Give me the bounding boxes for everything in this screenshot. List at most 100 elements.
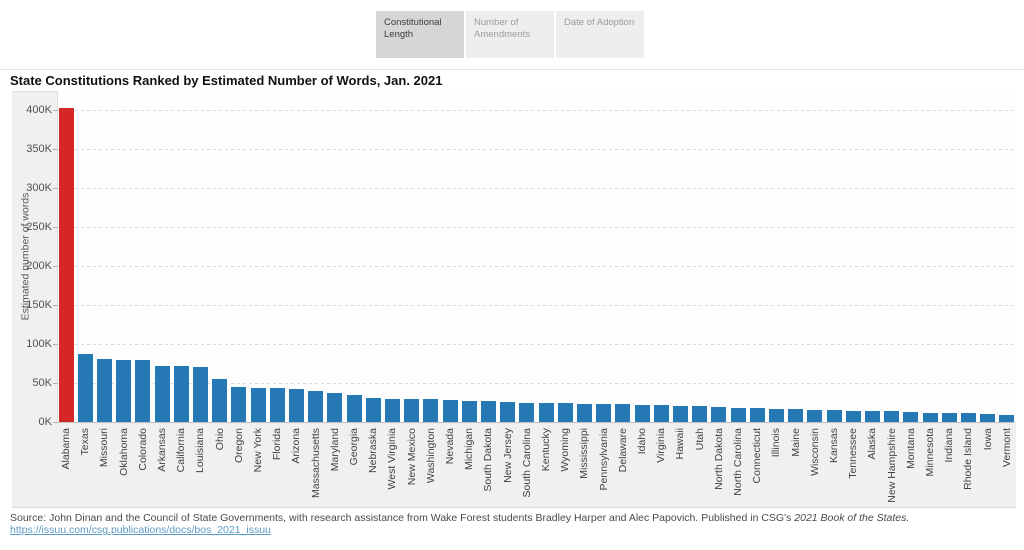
x-label-wisconsin: Wisconsin <box>808 428 821 476</box>
bar-west-virginia[interactable] <box>384 398 400 422</box>
bar-oklahoma[interactable] <box>116 359 132 422</box>
tab-date-of-adoption[interactable]: Date of Adoption <box>556 11 644 58</box>
x-label-tennessee: Tennessee <box>847 428 860 479</box>
bar-georgia[interactable] <box>346 394 362 422</box>
y-tick-mark <box>53 188 57 189</box>
bar-missouri[interactable] <box>96 358 112 422</box>
bar-maryland[interactable] <box>327 393 343 422</box>
bar-north-dakota[interactable] <box>711 407 727 422</box>
divider <box>0 69 1024 70</box>
y-tick-label-300K: 300K <box>26 182 52 194</box>
x-label-south-dakota: South Dakota <box>482 428 495 492</box>
y-tick-mark <box>53 422 57 423</box>
bar-vermont[interactable] <box>999 415 1015 422</box>
y-tick-mark <box>53 110 57 111</box>
bar-mississippi[interactable] <box>576 403 592 422</box>
bar-north-carolina[interactable] <box>730 407 746 422</box>
gridline-200K <box>57 266 1015 267</box>
x-label-new-jersey: New Jersey <box>501 428 514 483</box>
x-label-utah: Utah <box>693 428 706 451</box>
bar-new-mexico[interactable] <box>404 398 420 422</box>
bar-massachusetts[interactable] <box>308 390 324 422</box>
bar-wisconsin[interactable] <box>807 409 823 422</box>
chart-title: State Constitutions Ranked by Estimated … <box>10 73 443 88</box>
bar-kansas[interactable] <box>826 410 842 422</box>
bar-connecticut[interactable] <box>749 408 765 422</box>
bar-iowa[interactable] <box>980 413 996 422</box>
x-label-rhode-island: Rhode Island <box>962 428 975 490</box>
bar-tennessee[interactable] <box>845 410 861 422</box>
bar-south-carolina[interactable] <box>519 402 535 422</box>
bar-idaho[interactable] <box>634 404 650 422</box>
bar-nevada[interactable] <box>442 399 458 422</box>
bar-south-dakota[interactable] <box>480 401 496 422</box>
bar-california[interactable] <box>173 366 189 422</box>
bar-kentucky[interactable] <box>538 402 554 422</box>
bar-wyoming[interactable] <box>557 403 573 422</box>
bar-texas[interactable] <box>77 354 93 422</box>
x-label-maine: Maine <box>789 428 802 457</box>
x-label-california: California <box>175 428 188 473</box>
bar-oregon[interactable] <box>231 386 247 422</box>
y-tick-label-350K: 350K <box>26 143 52 155</box>
bar-delaware[interactable] <box>615 404 631 422</box>
bar-montana[interactable] <box>903 411 919 422</box>
bar-minnesota[interactable] <box>922 412 938 422</box>
tab-number-of-amendments[interactable]: Number of Amendments <box>466 11 554 58</box>
y-tick-label-150K: 150K <box>26 299 52 311</box>
y-tick-label-400K: 400K <box>26 104 52 116</box>
bar-alaska[interactable] <box>864 411 880 422</box>
x-label-vermont: Vermont <box>1000 428 1013 468</box>
bar-illinois[interactable] <box>768 408 784 422</box>
bar-rhode-island[interactable] <box>960 413 976 422</box>
bar-arkansas[interactable] <box>154 365 170 422</box>
x-label-virginia: Virginia <box>655 428 668 463</box>
bar-new-jersey[interactable] <box>500 402 516 422</box>
bar-michigan[interactable] <box>461 400 477 422</box>
y-tick-mark <box>53 344 57 345</box>
bar-indiana[interactable] <box>941 413 957 422</box>
bar-new-york[interactable] <box>250 387 266 422</box>
x-label-michigan: Michigan <box>463 428 476 471</box>
x-label-massachusetts: Massachusetts <box>309 428 322 499</box>
bar-virginia[interactable] <box>653 405 669 422</box>
x-label-indiana: Indiana <box>943 428 956 463</box>
bar-washington[interactable] <box>423 399 439 422</box>
source-text: Source: John Dinan and the Council of St… <box>10 512 795 524</box>
bar-pennsylvania[interactable] <box>596 404 612 422</box>
gridline-100K <box>57 344 1015 345</box>
bar-hawaii[interactable] <box>672 405 688 422</box>
x-label-pennsylvania: Pennsylvania <box>597 428 610 491</box>
gridline-150K <box>57 305 1015 306</box>
x-label-illinois: Illinois <box>770 428 783 458</box>
x-label-kansas: Kansas <box>828 428 840 464</box>
x-label-new-mexico: New Mexico <box>405 428 418 486</box>
bar-colorado[interactable] <box>135 360 151 422</box>
bar-florida[interactable] <box>269 388 285 422</box>
x-label-oklahoma: Oklahoma <box>117 428 130 476</box>
y-tick-label-200K: 200K <box>26 260 52 272</box>
bar-ohio[interactable] <box>212 379 228 422</box>
gridline-250K <box>57 227 1015 228</box>
tab-constitutional-length[interactable]: Constitutional Length <box>376 11 464 58</box>
y-tick-mark <box>53 305 57 306</box>
bar-nebraska[interactable] <box>365 397 381 422</box>
x-label-new-york: New York <box>252 428 264 473</box>
x-label-colorado: Colorado <box>136 428 149 471</box>
plot-area <box>57 91 1016 422</box>
x-label-wyoming: Wyoming <box>559 428 572 472</box>
bar-alabama[interactable] <box>58 107 74 422</box>
x-label-arizona: Arizona <box>290 428 303 464</box>
x-axis-line <box>57 422 1015 423</box>
bar-arizona[interactable] <box>288 389 304 422</box>
source-publication: 2021 Book of the States. <box>794 512 910 524</box>
x-label-texas: Texas <box>79 428 92 456</box>
bar-utah[interactable] <box>692 406 708 422</box>
bar-maine[interactable] <box>788 409 804 422</box>
x-label-arkansas: Arkansas <box>156 428 168 472</box>
bar-louisiana[interactable] <box>192 366 208 422</box>
bar-new-hampshire[interactable] <box>884 411 900 422</box>
y-tick-mark <box>53 227 57 228</box>
source-link[interactable]: https://issuu.com/csg.publications/docs/… <box>10 524 271 537</box>
